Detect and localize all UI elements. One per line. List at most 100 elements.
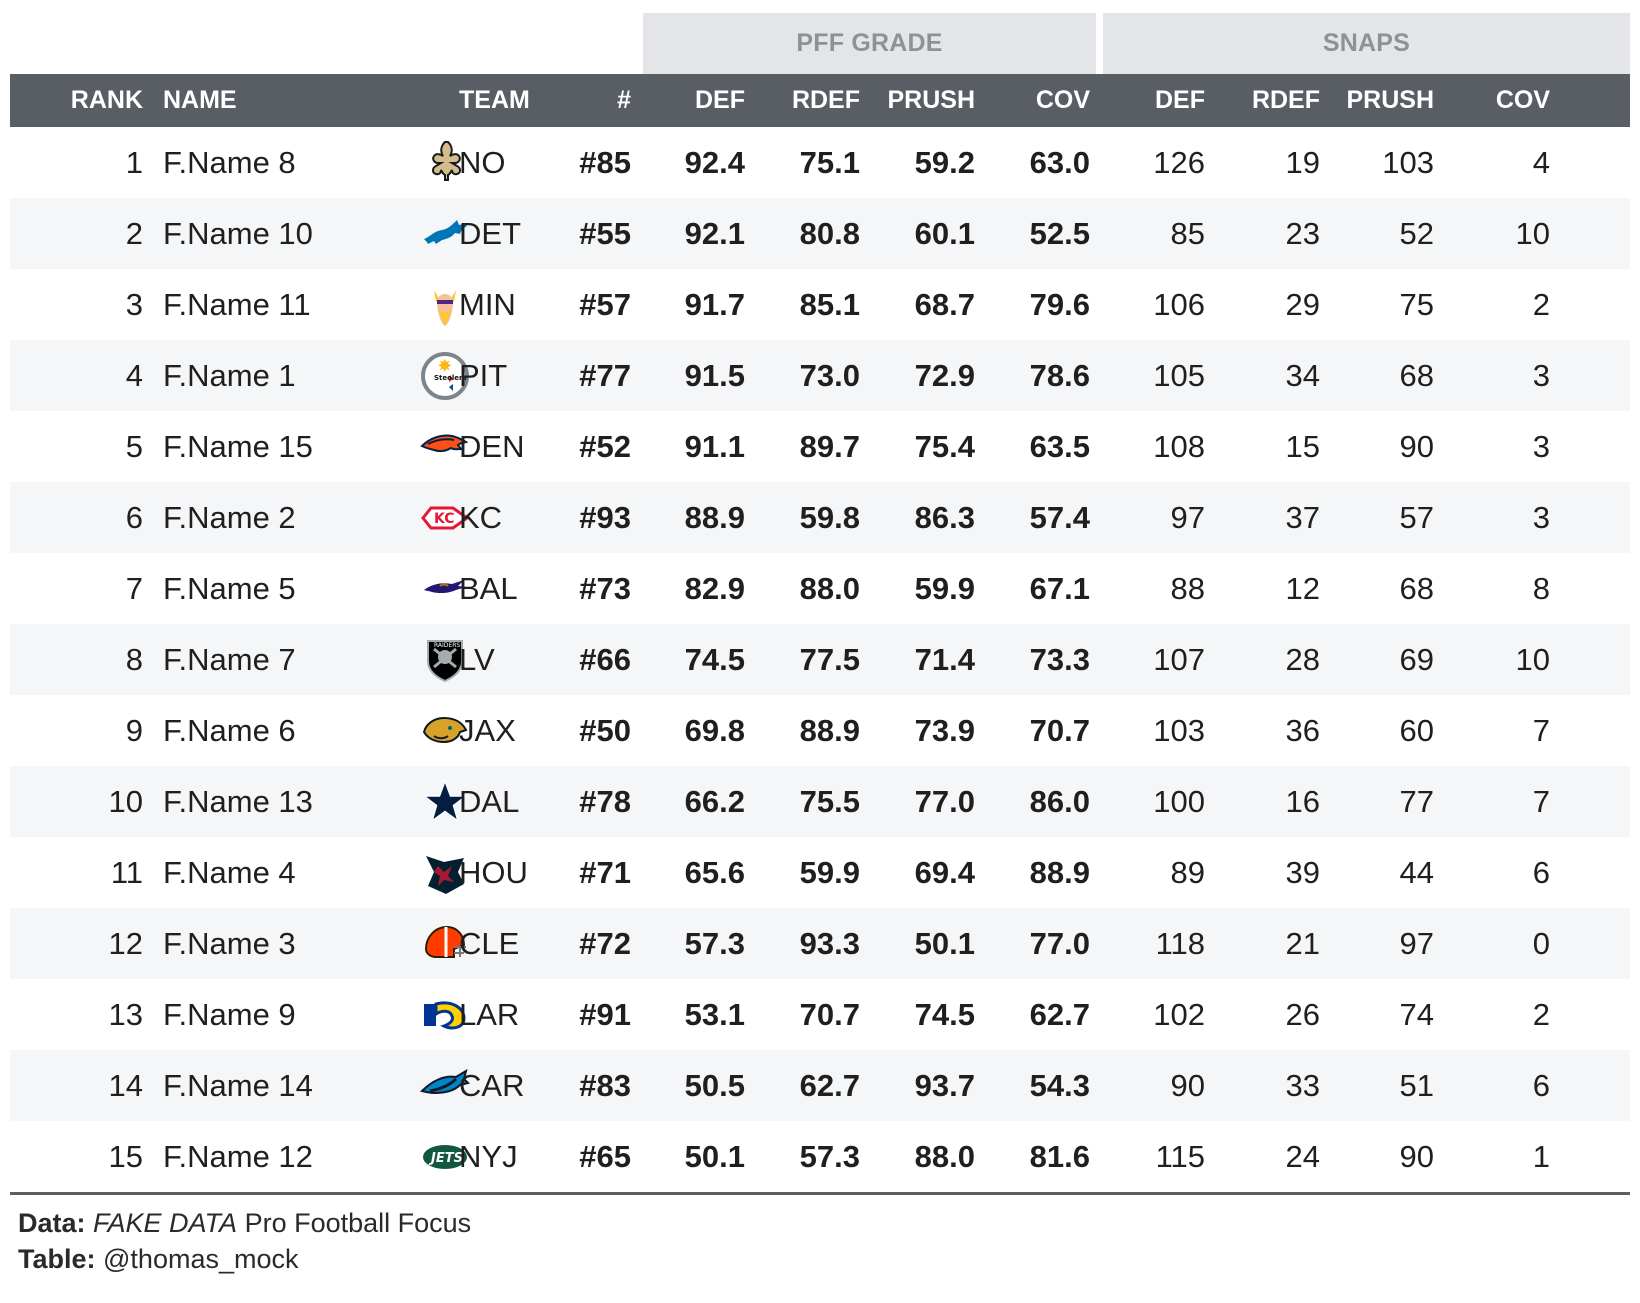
rank-cell: 7 [125, 571, 143, 606]
grade-prush-cell: 72.9 [914, 358, 975, 393]
name-cell: F.Name 7 [163, 642, 296, 677]
pff-grade-spanner: PFF GRADE [643, 13, 1096, 74]
grade-rdef-cell: 62.7 [799, 1068, 860, 1103]
rank-cell: 9 [125, 713, 143, 748]
steelers-icon: Steelers [420, 351, 470, 401]
team-cell: CLE [459, 926, 520, 961]
table-body: 1 F.Name 8 NO #85 92.4 75.1 59.2 63.0 126 19 103 4 2… [10, 127, 1630, 1192]
snaps-def-cell: 107 [1153, 642, 1205, 677]
grade-cov-cell: 78.6 [1029, 358, 1090, 393]
team-cell: NO [459, 145, 506, 180]
grade-def-cell: 57.3 [684, 926, 745, 961]
svg-text:RAIDERS: RAIDERS [434, 642, 460, 649]
name-cell: F.Name 4 [163, 855, 296, 890]
header-grade-rdef[interactable]: RDEF [791, 86, 860, 114]
name-cell: F.Name 13 [163, 784, 313, 819]
jersey-number-cell: #91 [579, 997, 631, 1032]
snaps-prush-cell: 51 [1399, 1068, 1434, 1103]
jersey-number-cell: #55 [579, 216, 631, 251]
rank-cell: 4 [125, 358, 143, 393]
snaps-rdef-cell: 29 [1285, 287, 1320, 322]
snaps-cov-cell: 4 [1532, 145, 1550, 180]
grade-cov-cell: 88.9 [1029, 855, 1090, 890]
team-cell: LAR [459, 997, 520, 1032]
data-source-line: Data: FAKE DATA Pro Football Focus [18, 1205, 1630, 1241]
grade-def-cell: 50.5 [684, 1068, 745, 1103]
snaps-prush-cell: 90 [1399, 1139, 1434, 1174]
grade-prush-cell: 50.1 [914, 926, 975, 961]
snaps-prush-cell: 68 [1399, 358, 1434, 393]
grade-def-cell: 91.7 [684, 287, 745, 322]
snaps-def-cell: 97 [1170, 500, 1205, 535]
rank-cell: 12 [108, 926, 143, 961]
grade-def-cell: 74.5 [684, 642, 745, 677]
header-team[interactable]: TEAM [459, 86, 530, 114]
data-source-key: Data: [18, 1208, 86, 1238]
snaps-prush-cell: 75 [1399, 287, 1434, 322]
rank-cell: 3 [125, 287, 143, 322]
jersey-number-cell: #65 [579, 1139, 631, 1174]
svg-text:KC: KC [434, 511, 455, 527]
raiders-icon: RAIDERS [420, 635, 470, 685]
snaps-rdef-cell: 28 [1285, 642, 1320, 677]
header-grade-def[interactable]: DEF [695, 86, 745, 114]
snaps-prush-cell: 90 [1399, 429, 1434, 464]
snaps-def-cell: 85 [1170, 216, 1205, 251]
grade-prush-cell: 71.4 [914, 642, 975, 677]
grade-prush-cell: 59.9 [914, 571, 975, 606]
header-snaps-def[interactable]: DEF [1155, 86, 1205, 114]
header-name[interactable]: NAME [163, 86, 237, 114]
grade-prush-cell: 74.5 [914, 997, 975, 1032]
team-cell: HOU [459, 855, 528, 890]
grade-prush-cell: 60.1 [914, 216, 975, 251]
jersey-number-cell: #50 [579, 713, 631, 748]
grade-prush-cell: 88.0 [914, 1139, 975, 1174]
grade-def-cell: 66.2 [684, 784, 745, 819]
header-rank[interactable]: RANK [70, 86, 143, 114]
name-cell: F.Name 6 [163, 713, 296, 748]
name-cell: F.Name 11 [163, 287, 311, 322]
snaps-rdef-cell: 36 [1285, 713, 1320, 748]
snaps-prush-cell: 68 [1399, 571, 1434, 606]
header-grade-cov[interactable]: COV [1035, 86, 1090, 114]
cowboys-star-icon [420, 777, 470, 827]
table-row: 6 F.Name 2 KC KC #93 88.9 59.8 86.3 57.4 97 37 57 3 [10, 482, 1630, 553]
snaps-prush-cell: 77 [1399, 784, 1434, 819]
name-cell: F.Name 5 [163, 571, 296, 606]
snaps-prush-cell: 74 [1399, 997, 1434, 1032]
grade-def-cell: 53.1 [684, 997, 745, 1032]
table-row: 13 F.Name 9 LAR #91 53.1 70.7 74.5 62.7 102 26 74 2 [10, 979, 1630, 1050]
grade-prush-cell: 86.3 [914, 500, 975, 535]
header-number[interactable]: # [617, 86, 631, 114]
team-cell: DAL [459, 784, 520, 819]
browns-helmet-icon [420, 919, 470, 969]
grade-cov-cell: 67.1 [1029, 571, 1090, 606]
name-cell: F.Name 14 [163, 1068, 313, 1103]
snaps-def-cell: 115 [1155, 1139, 1205, 1174]
header-snaps-cov[interactable]: COV [1495, 86, 1550, 114]
jersey-number-cell: #78 [579, 784, 631, 819]
grade-rdef-cell: 73.0 [799, 358, 860, 393]
saints-fleur-de-lis-icon [420, 138, 470, 188]
header-snaps-rdef[interactable]: RDEF [1251, 86, 1320, 114]
name-cell: F.Name 8 [163, 145, 296, 180]
team-cell: KC [459, 500, 503, 535]
grade-prush-cell: 59.2 [914, 145, 975, 180]
snaps-cov-cell: 0 [1532, 926, 1550, 961]
snaps-cov-cell: 10 [1515, 216, 1550, 251]
grade-def-cell: 88.9 [684, 500, 745, 535]
snaps-def-cell: 90 [1170, 1068, 1205, 1103]
snaps-rdef-cell: 19 [1285, 145, 1320, 180]
header-grade-prush[interactable]: PRUSH [887, 86, 975, 114]
jaguars-icon [420, 706, 470, 756]
snaps-prush-cell: 103 [1382, 145, 1434, 180]
snaps-rdef-cell: 16 [1285, 784, 1320, 819]
table-row: 12 F.Name 3 CLE #72 57.3 93.3 50.1 77.0 118 21 97 0 [10, 908, 1630, 979]
grade-def-cell: 69.8 [684, 713, 745, 748]
snaps-def-cell: 100 [1153, 784, 1205, 819]
header-snaps-prush[interactable]: PRUSH [1346, 86, 1434, 114]
panthers-icon [420, 1061, 470, 1111]
grade-def-cell: 92.1 [684, 216, 745, 251]
grade-rdef-cell: 80.8 [799, 216, 860, 251]
table-row: 8 F.Name 7 RAIDERS LV #66 74.5 77.5 71.4 73.3 107… [10, 624, 1630, 695]
